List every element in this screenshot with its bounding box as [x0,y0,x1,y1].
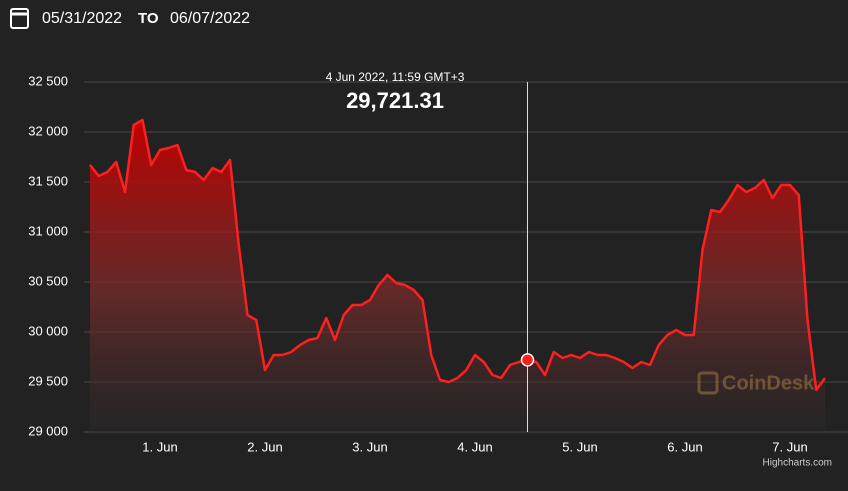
y-tick-label: 32 000 [28,123,68,138]
y-tick-label: 32 500 [28,73,68,88]
y-tick-label: 31 500 [28,173,68,188]
hover-point [520,353,535,367]
date-separator: TO [138,10,159,27]
x-tick-label: 5. Jun [562,439,597,454]
y-tick-label: 30 500 [28,273,68,288]
y-tick-label: 31 000 [28,223,68,238]
calendar-icon[interactable] [10,8,29,29]
line [89,118,827,392]
credits: Highcharts.com [763,458,832,469]
area [90,120,825,432]
x-tick-label: 4. Jun [457,439,492,454]
x-tick-label: 6. Jun [667,439,702,454]
y-tick-label: 30 000 [28,323,68,338]
x-tick-label: 1. Jun [142,439,177,454]
date-from[interactable]: 05/31/2022 [42,10,122,27]
y-tick-label: 29 000 [28,423,68,438]
tooltip-title: 4 Jun 2022, 11:59 GMT+3 [326,70,465,84]
tooltip-value: 29,721.31 [346,88,444,113]
x-tick-label: 7. Jun [772,439,807,454]
x-tick-label: 3. Jun [352,439,387,454]
date-to[interactable]: 06/07/2022 [170,10,250,27]
x-tick-label: 2. Jun [247,439,282,454]
y-tick-label: 29 500 [28,373,68,388]
